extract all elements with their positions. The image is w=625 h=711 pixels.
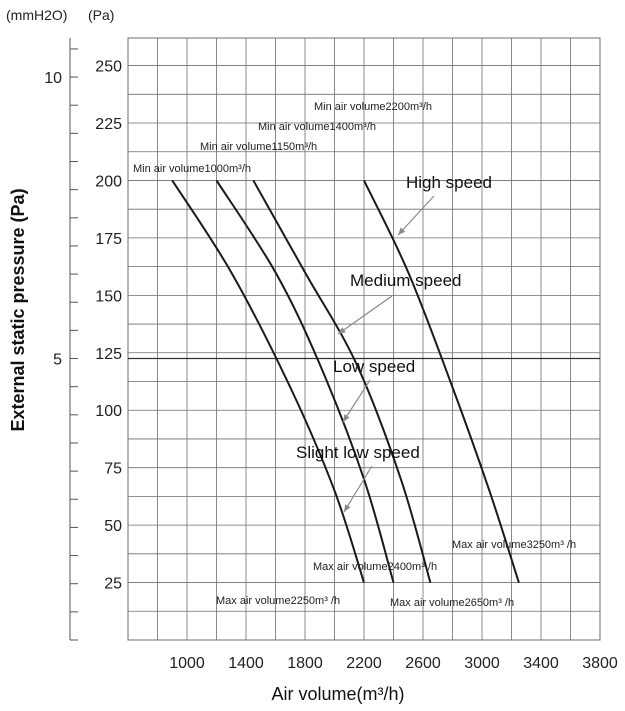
speed-arrow [343, 465, 373, 513]
y-tick-label: 100 [95, 403, 122, 420]
speed-arrow-head [343, 414, 350, 422]
max-air-volume-label: Max air volume3250m³ /h [452, 539, 576, 551]
speed-arrow [342, 379, 371, 423]
speed-label: Slight low speed [296, 443, 420, 462]
y-tick-label: 50 [104, 518, 122, 535]
speed-arrow [337, 295, 393, 335]
x-tick-label: 3400 [523, 655, 559, 672]
min-air-volume-label: Min air volume2200m³/h [314, 101, 432, 113]
curve-series-0 [171, 179, 365, 583]
min-air-volume-label: Min air volume1400m³/h [258, 121, 376, 133]
y-tick-label: 200 [95, 173, 122, 190]
y-tick-label: 75 [104, 461, 122, 478]
curve-series-2 [252, 179, 432, 583]
y-tick-label: 125 [95, 346, 122, 363]
speed-arrow [397, 195, 435, 236]
x-tick-label: 3000 [464, 655, 500, 672]
speed-arrow-head [344, 504, 351, 512]
y-tick-label: 150 [95, 288, 122, 305]
y-tick-label: 250 [95, 59, 122, 76]
min-air-volume-label: Min air volume1150m³/h [200, 141, 317, 153]
x-tick-label: 1000 [169, 655, 205, 672]
max-air-volume-label: Max air volume2400m³ /h [313, 561, 437, 573]
x-axis-label: Air volume(m³/h) [271, 684, 404, 704]
x-tick-label: 2200 [346, 655, 382, 672]
x-tick-label: 3800 [582, 655, 618, 672]
max-air-volume-label: Max air volume2250m³ /h [216, 595, 340, 607]
speed-arrow-head [398, 227, 406, 235]
grid [127, 37, 601, 641]
annotations: Min air volume1000m³/h Min air volume1150… [133, 101, 576, 609]
curves [171, 179, 520, 583]
speed-label: Low speed [333, 357, 415, 376]
y-tick-label: 25 [104, 576, 122, 593]
curve-series-3 [363, 180, 520, 583]
x-tick-label: 2600 [405, 655, 441, 672]
y-axis-label: External static pressure (Pa) [8, 188, 28, 431]
speed-label: High speed [406, 173, 492, 192]
speed-arrow-head [338, 327, 346, 334]
curve-series-1 [215, 179, 395, 583]
y-unit-mmh2o: (mmH2O) [6, 7, 67, 23]
speed-label: Medium speed [350, 271, 462, 290]
max-air-volume-label: Max air volume2650m³ /h [390, 597, 514, 609]
x-tick-label: 1800 [287, 655, 323, 672]
y-tick-label: 175 [95, 231, 122, 248]
y-unit-pa: (Pa) [88, 7, 114, 23]
mmh2o-tick-label: 5 [53, 352, 62, 369]
y-tick-label: 225 [95, 116, 122, 133]
min-air-volume-label: Min air volume1000m³/h [133, 163, 251, 175]
mmh2o-tick-label: 10 [44, 70, 62, 87]
y-axis: (mmH2O) (Pa) External static pressure (P… [6, 7, 122, 641]
x-axis: Air volume(m³/h) 1000 1400 1800 2200 2600 300… [169, 655, 618, 704]
x-tick-label: 1400 [228, 655, 264, 672]
